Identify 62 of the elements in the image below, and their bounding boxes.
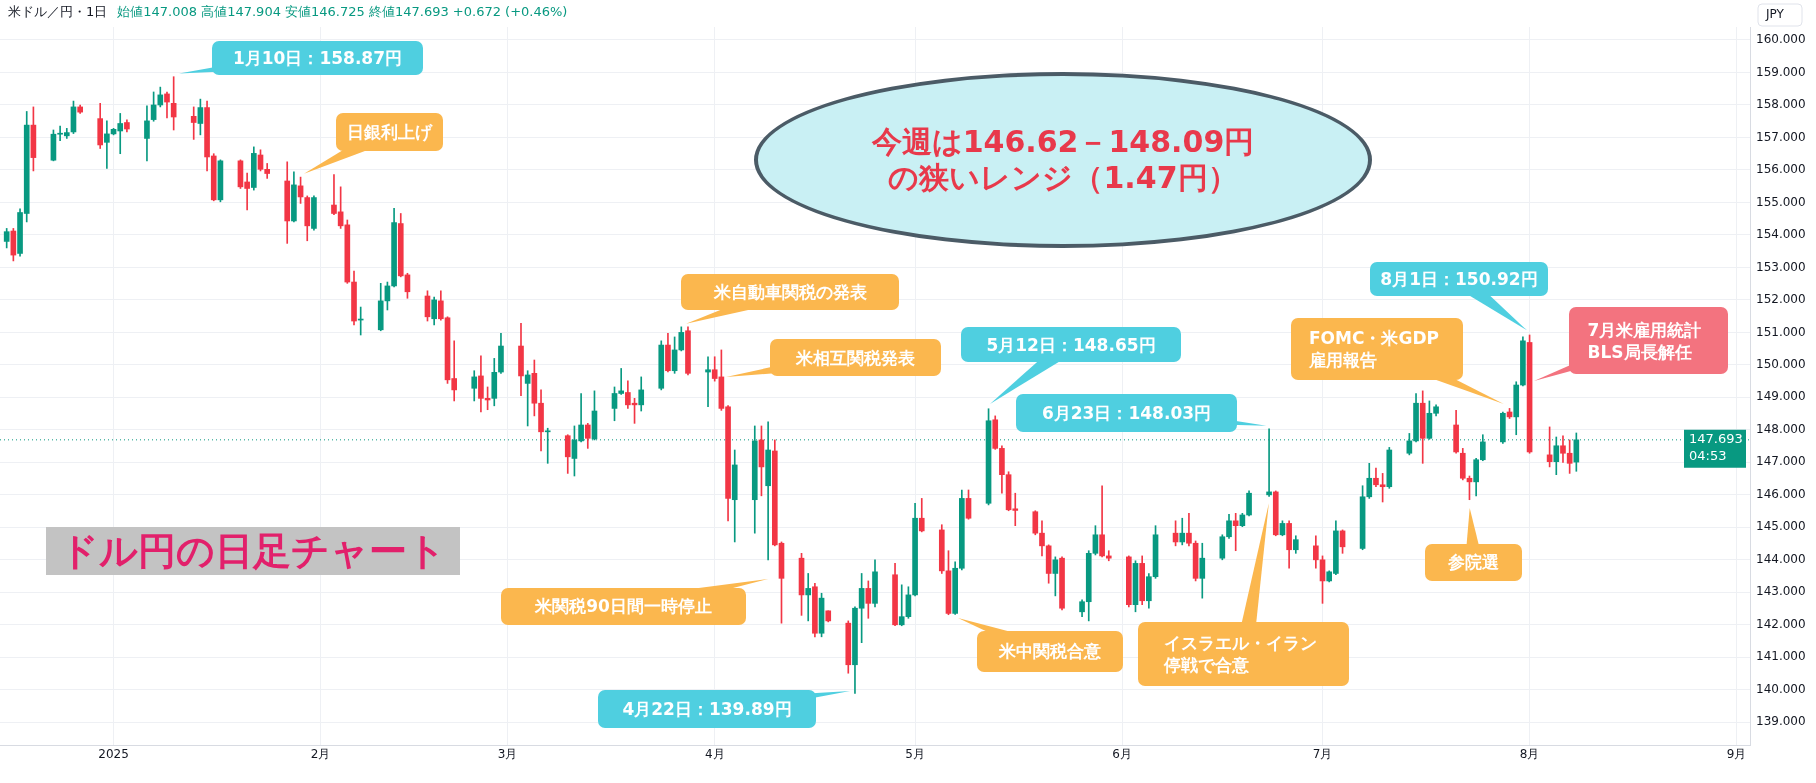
annotation: 米自動車関税の発表: [713, 281, 867, 303]
annotation: 米中関税合意: [998, 640, 1101, 663]
candlestick: [1232, 513, 1239, 552]
y-tick-label: 158.000: [1756, 97, 1806, 112]
y-tick-label: 151.000: [1756, 324, 1806, 339]
y-tick-label: 155.000: [1756, 194, 1806, 209]
candlestick: [765, 421, 771, 561]
y-tick-label: 140.000: [1756, 681, 1806, 696]
annotation: 米関税90日間一時停止: [535, 595, 712, 618]
candlestick: [190, 106, 197, 140]
candlestick: [524, 370, 531, 427]
annotation: 7月米雇用統計BLS局長解任: [1587, 318, 1703, 363]
x-tick-label: 7月: [1312, 747, 1333, 762]
y-tick-label: 147.000: [1756, 454, 1806, 469]
x-tick-label: 4月: [704, 747, 725, 762]
candlestick: [104, 120, 110, 169]
annotation: 4月22日：139.89円: [622, 698, 792, 720]
y-tick-label: 156.000: [1756, 162, 1806, 177]
x-tick-label: 3月: [497, 747, 518, 762]
x-tick-label: 2月: [310, 747, 331, 762]
y-tick-label: 160.000: [1756, 32, 1806, 47]
x-tick-label: 8月: [1519, 747, 1540, 762]
candlestick: [1266, 428, 1272, 497]
annotation: 日銀利上げ: [346, 121, 432, 143]
candlestick: [705, 356, 711, 408]
y-tick-label: 149.000: [1756, 389, 1806, 404]
oval-frame: 今週は146.62－148.09円の狭いレンジ（1.47円）: [754, 72, 1372, 248]
annotation: 参院選: [1448, 551, 1499, 574]
y-tick-label: 152.000: [1756, 292, 1806, 307]
y-axis-title: JPY: [1765, 7, 1785, 22]
annotation: 1月10日：158.87円: [232, 47, 403, 69]
y-tick-label: 157.000: [1756, 129, 1806, 144]
y-tick-label: 142.000: [1756, 616, 1806, 631]
chart-subtitle: 始値147.008 高値147.904 安値146.725 終値147.693 +0.672 (+0.46%): [117, 4, 568, 20]
x-tick-label: 6月: [1112, 747, 1132, 762]
speech-bubble: 日銀利上げ: [303, 113, 443, 174]
annotation: イスラエル・イラン停戦で合意: [1163, 632, 1318, 676]
annotation: 6月23日：148.03円: [1041, 402, 1212, 424]
y-tick-label: 159.000: [1756, 64, 1806, 79]
y-tick-label: 148.000: [1756, 421, 1806, 436]
y-tick-label: 154.000: [1756, 227, 1806, 242]
x-tick-label: 5月: [905, 747, 925, 762]
y-tick-label: 139.000: [1756, 714, 1806, 729]
y-tick-label: 150.000: [1756, 357, 1806, 372]
y-tick-label: 144.000: [1756, 551, 1806, 566]
y-tick-label: 141.000: [1756, 649, 1806, 664]
y-tick-label: 143.000: [1756, 584, 1806, 599]
y-tick-label: 153.000: [1756, 259, 1806, 274]
y-tick-label: 145.000: [1756, 519, 1806, 534]
candlestick: [805, 573, 812, 622]
x-tick-label: 9月: [1726, 747, 1747, 762]
annotation: 米相互関税発表: [795, 346, 915, 369]
candlestick: [544, 427, 551, 464]
y-tick-label: 146.000: [1756, 486, 1806, 501]
x-tick-label: 2025: [98, 747, 129, 762]
annotation: 今週は146.62－148.09円の狭いレンジ（1.47円）: [870, 124, 1256, 196]
speech-bubble: イスラエル・イラン停戦で合意: [1138, 502, 1349, 686]
ref-line-label: 147.693 04:53: [1689, 431, 1743, 464]
annotation: 5月12日：148.65円: [986, 333, 1156, 356]
chart-title: 米ドル／円・1日: [8, 4, 108, 20]
annotation: ドル円の日足チャート: [46, 527, 460, 575]
annotation: 8月1日：150.92円: [1380, 268, 1538, 290]
